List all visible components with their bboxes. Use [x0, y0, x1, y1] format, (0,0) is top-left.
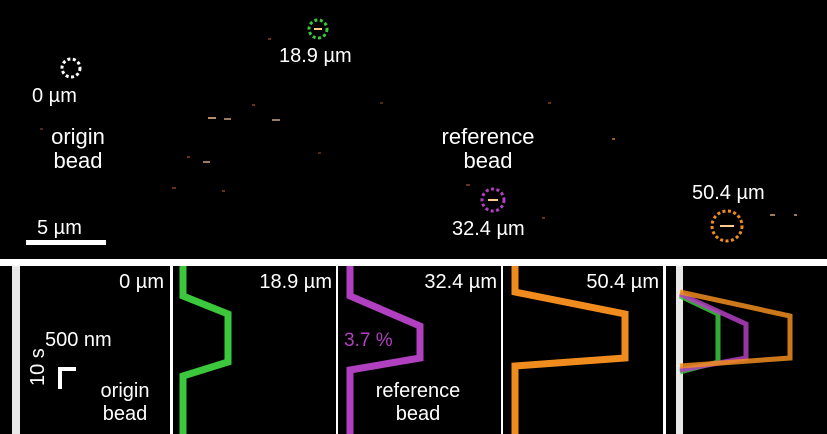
kymograph-overlay — [666, 266, 827, 434]
speck — [794, 214, 797, 216]
speck — [770, 214, 775, 216]
orange-bead-marker — [710, 209, 744, 243]
origin-bead-label-line2: bead — [102, 403, 148, 425]
speck — [612, 138, 615, 140]
scale-bar-y-label: 10 s — [27, 348, 49, 386]
reference-bead-label-line2: bead — [395, 403, 441, 425]
kymograph-trace — [511, 266, 629, 434]
green-distance-label: 18.9 µm — [279, 45, 352, 67]
kymograph-origin: 0 µm 500 nm 10 s origin bead — [0, 266, 170, 434]
speck — [272, 119, 280, 121]
kymograph-distance-label: 32.4 µm — [424, 271, 497, 293]
speck — [252, 104, 255, 106]
speck — [548, 102, 551, 104]
origin-bead-label-line1: origin — [51, 124, 105, 149]
microscopy-image-panel: 0 µm origin bead 18.9 µm reference bead … — [0, 0, 827, 259]
speck — [224, 118, 231, 120]
bead-overlay — [26, 18, 797, 245]
speck — [222, 190, 225, 192]
speck — [172, 187, 176, 189]
kymograph-distance-label: 0 µm — [119, 271, 164, 293]
speck — [380, 102, 383, 104]
speck — [268, 38, 271, 40]
orange-distance-label: 50.4 µm — [692, 182, 765, 204]
reference-bead-label-line2: bead — [463, 148, 513, 173]
kymograph-orange: 50.4 µm — [503, 266, 663, 434]
percent-label: 3.7 % — [344, 330, 393, 351]
kymograph-trace — [179, 266, 232, 434]
kymograph-green: 18.9 µm — [173, 266, 336, 434]
kymograph-reference: 32.4 µm 3.7 % reference bead — [338, 266, 501, 434]
background-specks — [40, 38, 797, 219]
kymograph-distance-label: 50.4 µm — [586, 271, 659, 293]
speck — [466, 184, 470, 186]
reference-bead-marker — [480, 187, 506, 213]
origin-bead-marker — [60, 57, 82, 79]
speck — [542, 217, 545, 219]
scale-bar-horizontal — [58, 367, 62, 389]
scale-bar-vertical — [58, 367, 76, 371]
origin-distance-label: 0 µm — [32, 85, 77, 107]
kymograph-trace — [12, 266, 20, 434]
kymograph-trace-orange — [679, 289, 793, 369]
reference-bead-label-line1: reference — [375, 380, 461, 402]
scale-bar-label: 5 µm — [37, 217, 82, 239]
speck — [203, 161, 210, 163]
origin-bead-label-line2: bead — [53, 148, 103, 173]
reference-bead-label-line1: reference — [441, 124, 535, 149]
origin-bead-label-line1: origin — [100, 380, 150, 402]
green-bead-marker — [307, 18, 329, 40]
speck — [187, 156, 190, 158]
reference-distance-label: 32.4 µm — [452, 218, 525, 240]
scale-bar — [26, 240, 106, 245]
speck — [318, 152, 321, 154]
kymograph-distance-label: 18.9 µm — [259, 271, 332, 293]
speck — [40, 128, 43, 130]
scale-bar-x-label: 500 nm — [45, 329, 112, 351]
speck — [208, 117, 216, 119]
kymograph-trace — [346, 266, 424, 434]
kymograph-trace-origin — [676, 266, 683, 434]
